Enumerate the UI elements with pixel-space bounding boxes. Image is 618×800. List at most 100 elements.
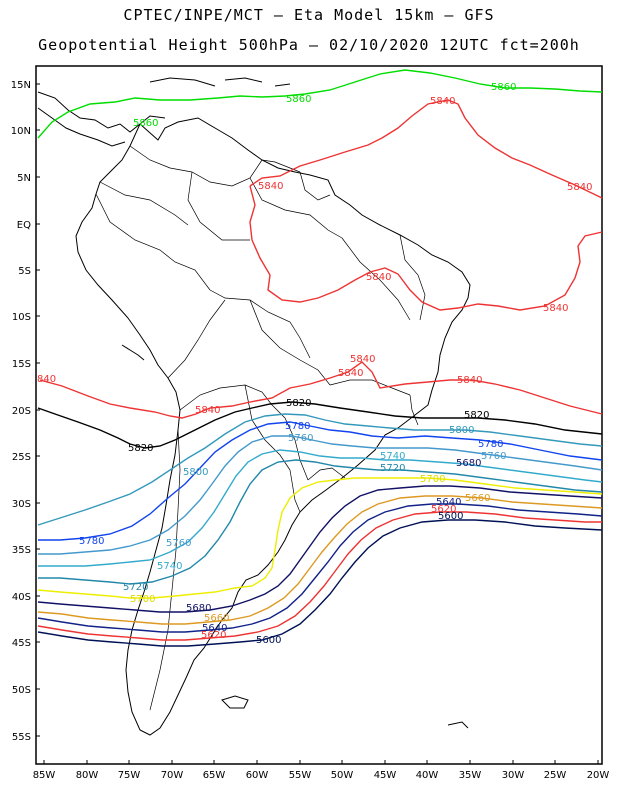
- contour-label-5660: 5660: [465, 493, 490, 504]
- contour-label-5840: 5840: [258, 181, 283, 192]
- lat-label: 25S: [12, 452, 31, 463]
- lon-label: 35W: [459, 770, 482, 781]
- central-america-coast: [37, 91, 166, 133]
- contour-5620: [37, 511, 602, 641]
- lat-label: 5N: [17, 173, 31, 184]
- contour-label-5740: 5740: [380, 451, 405, 462]
- lat-label: 50S: [12, 685, 31, 696]
- contour-label-5840: 5840: [543, 303, 568, 314]
- map-frame: [35, 65, 603, 765]
- contour-label-5700: 5700: [420, 474, 445, 485]
- contour-label-5760: 5760: [288, 433, 313, 444]
- contour-label-5840: 5840: [350, 354, 375, 365]
- contour-label-5820: 5820: [286, 398, 311, 409]
- contour-label-5840: 5840: [567, 182, 592, 193]
- contour-5840: [39, 361, 603, 419]
- border: [261, 159, 301, 173]
- galapagos-islands: [121, 344, 145, 361]
- contour-5860: [37, 69, 603, 139]
- contour-5840: [249, 99, 603, 199]
- contour-label-5840: 5840: [457, 375, 482, 386]
- lon-label: 25W: [544, 770, 567, 781]
- lat-label: 40S: [12, 592, 31, 603]
- contour-5680: [37, 485, 603, 613]
- border: [187, 171, 250, 241]
- contour-5740: [38, 449, 603, 567]
- contour-5720: [38, 459, 603, 585]
- contour-5760: [38, 435, 603, 555]
- contour-label-5800: 5800: [183, 467, 208, 478]
- contour-5640: [37, 503, 603, 633]
- contour-label-5840: 5840: [430, 96, 455, 107]
- border: [167, 299, 226, 379]
- contour-label-5640: 5640: [202, 623, 227, 634]
- contour-5800: [37, 413, 603, 526]
- border: [249, 177, 343, 239]
- lon-label: 85W: [33, 770, 56, 781]
- lat-label: 10N: [11, 126, 31, 137]
- border: [149, 429, 181, 711]
- lon-label: 65W: [203, 770, 226, 781]
- lon-label: 70W: [161, 770, 184, 781]
- border: [299, 171, 331, 201]
- border: [409, 394, 419, 426]
- contour-label-5720: 5720: [123, 582, 148, 593]
- contour-label-5700: 5700: [130, 594, 155, 605]
- contour-label-5820: 5820: [128, 443, 153, 454]
- contour-label-5740: 5740: [157, 561, 182, 572]
- longitude-labels: 85W 80W 75W 70W 65W 60W 55W 50W 45W 40W …: [33, 770, 610, 781]
- contour-label-5600: 5600: [438, 511, 463, 522]
- border: [99, 181, 189, 226]
- lon-label: 80W: [76, 770, 99, 781]
- lat-label: 20S: [12, 406, 31, 417]
- contour-5820: [37, 401, 603, 449]
- border: [95, 193, 211, 291]
- contour-label-5860: 5860: [133, 118, 158, 129]
- contour-label-5780: 5780: [285, 421, 310, 432]
- contour-5600: [37, 519, 603, 647]
- caribbean-island: [149, 77, 216, 87]
- contour-label-5800: 5800: [449, 425, 474, 436]
- latitude-labels: 15N 10N 5N EQ 5S 10S 15S 20S 25S 30S 35S…: [11, 80, 31, 743]
- border: [179, 384, 273, 411]
- contour-label-5620: 5620: [431, 504, 456, 515]
- border: [129, 145, 263, 187]
- lat-label: 30S: [12, 499, 31, 510]
- country-borders: [95, 145, 426, 711]
- lon-label: 75W: [118, 770, 141, 781]
- contour-label-5600: 5600: [256, 635, 281, 646]
- contour-5660: [37, 495, 603, 625]
- tick-marks: [36, 83, 599, 764]
- lon-label: 45W: [374, 770, 397, 781]
- contour-label-5840: 5840: [366, 272, 391, 283]
- contour-label-5780: 5780: [79, 536, 104, 547]
- contour-5840: [249, 185, 603, 311]
- lon-label: 55W: [289, 770, 312, 781]
- south-georgia: [447, 721, 469, 729]
- coastlines: [37, 77, 471, 736]
- contour-label-5620: 5620: [201, 630, 226, 641]
- contour-label-5860: 5860: [286, 94, 311, 105]
- map-subtitle: Geopotential Height 500hPa – 02/10/2020 …: [38, 36, 580, 54]
- lat-label: 15N: [11, 80, 31, 91]
- contour-label-5840: 5840: [338, 368, 363, 379]
- border: [249, 299, 331, 386]
- lat-label: 55S: [12, 732, 31, 743]
- contour-5700: [37, 477, 603, 599]
- contour-label-5680: 5680: [186, 603, 211, 614]
- contour-label-5640: 5640: [436, 497, 461, 508]
- lat-label: 15S: [12, 359, 31, 370]
- lat-label: 5S: [18, 266, 31, 277]
- contour-label-5780: 5780: [478, 439, 503, 450]
- lon-label: 30W: [502, 770, 525, 781]
- border: [209, 289, 311, 359]
- caribbean-island: [224, 77, 263, 83]
- border: [307, 467, 346, 481]
- central-america-coast-south: [37, 107, 126, 147]
- lon-label: 40W: [416, 770, 439, 781]
- contour-labels: 5860 5860 5860 5840 5840 5840 5840 5840 …: [37, 82, 592, 646]
- border: [329, 379, 411, 396]
- lat-label: 35S: [12, 545, 31, 556]
- contour-label-5820: 5820: [464, 410, 489, 421]
- contour-label-5680: 5680: [456, 458, 481, 469]
